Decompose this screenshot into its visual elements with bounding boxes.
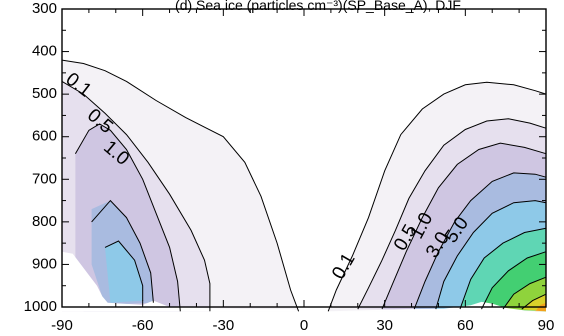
y-tick-label: 400 bbox=[32, 43, 57, 60]
chart-title: (d) Sea ice (particles cm⁻³)(SP_Base_A),… bbox=[175, 0, 461, 13]
x-tick-label: 0 bbox=[300, 317, 308, 334]
north-contour-line-high-2 bbox=[481, 251, 547, 310]
y-tick-label: 900 bbox=[32, 255, 57, 272]
x-tick-label: -30 bbox=[212, 317, 234, 334]
contour-lines bbox=[61, 59, 547, 312]
x-tick-label: 60 bbox=[457, 317, 474, 334]
y-tick-label: 1000 bbox=[24, 298, 57, 315]
south-contour-line-0-1 bbox=[61, 59, 300, 312]
north-contour-line-high-3 bbox=[502, 276, 547, 310]
north-missing-data-mask bbox=[328, 301, 546, 312]
x-tick-label: -90 bbox=[51, 317, 73, 334]
north-contour-line-5-0 bbox=[435, 200, 547, 310]
south-missing-data-mask bbox=[62, 251, 304, 312]
north-contour-line-high-4 bbox=[521, 293, 547, 310]
south-contour-line-3-0 bbox=[91, 199, 154, 303]
y-tick-label: 800 bbox=[32, 213, 57, 230]
y-tick-label: 700 bbox=[32, 170, 57, 187]
south-contour-line-1-0 bbox=[74, 123, 181, 312]
north-contour-line-0-5 bbox=[357, 118, 547, 310]
y-tick-label: 500 bbox=[32, 85, 57, 102]
north-contour-line-3-0 bbox=[413, 172, 547, 310]
north-contour-line-1-0 bbox=[381, 142, 547, 310]
y-tick-label: 300 bbox=[32, 0, 57, 17]
x-tick-label: -60 bbox=[132, 317, 154, 334]
x-tick-label: 30 bbox=[376, 317, 393, 334]
y-tick-label: 600 bbox=[32, 128, 57, 145]
south-contour-line-0-5 bbox=[61, 80, 211, 312]
axis-ticks: -90 -60 -30 0 30 60 90 300 400 500 600 700 800 900 100… bbox=[24, 0, 555, 334]
south-level-5-0-region bbox=[105, 241, 143, 303]
x-tick-label: 90 bbox=[538, 317, 555, 334]
south-contour-line-5-0 bbox=[104, 240, 144, 301]
north-contour-line-high-1 bbox=[459, 227, 547, 310]
north-contour-line-0-1 bbox=[327, 81, 547, 312]
contour-fills bbox=[62, 60, 546, 312]
